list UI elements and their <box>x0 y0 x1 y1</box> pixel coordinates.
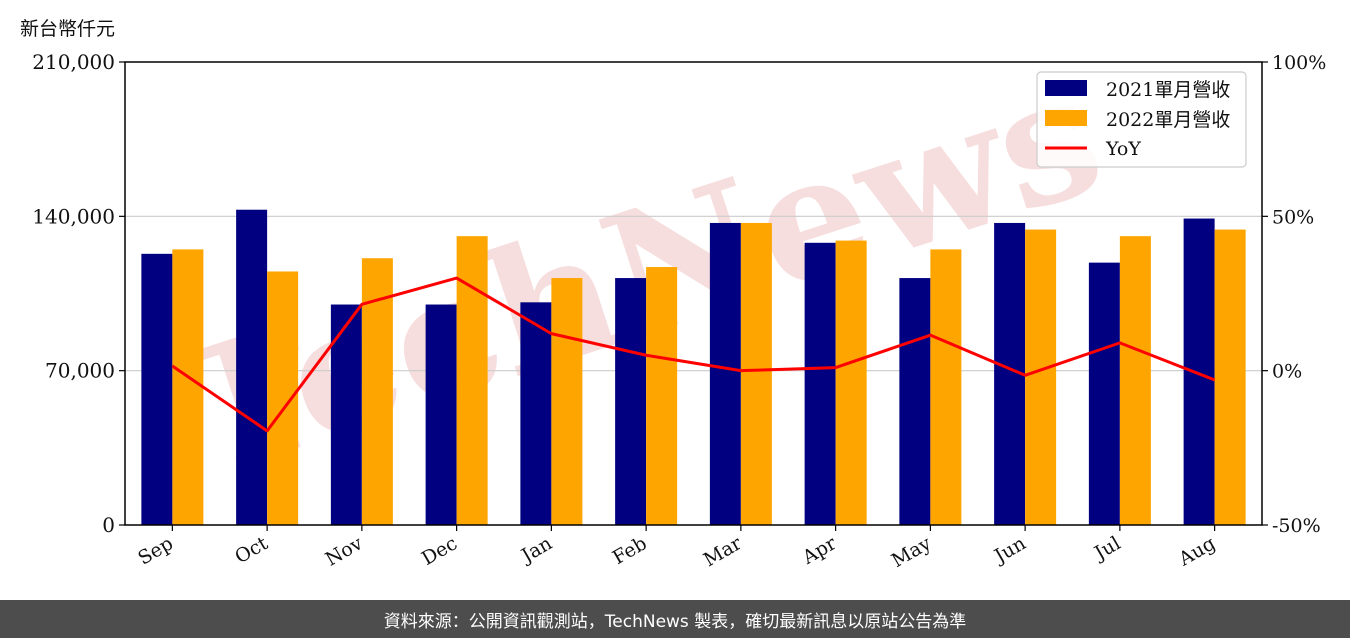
x-tick-label: Jan <box>516 532 556 568</box>
legend: 2021單月營收 2022單月營收 YoY <box>1036 71 1247 168</box>
x-tick-label: May <box>888 532 935 572</box>
y2-tick-label: 50% <box>1272 206 1314 228</box>
x-tick-label: Apr <box>798 532 841 569</box>
yoy-line-series <box>171 276 1216 433</box>
bar-2021-aug <box>1183 218 1215 526</box>
revenue-chart: TechNews 070,000140,000210,000-50%0%50%1… <box>32 32 1326 572</box>
legend-swatch-2021 <box>1045 80 1087 96</box>
x-tick-label: Dec <box>418 532 461 570</box>
bar-2022-aug <box>1214 229 1246 526</box>
bar-2022-jun <box>1025 229 1057 526</box>
bar-2021-sep <box>141 253 173 526</box>
bar-2022-may <box>930 249 962 525</box>
x-tick-label: Aug <box>1174 532 1219 571</box>
x-tick-label: Jun <box>989 532 1030 568</box>
y-tick-label: 210,000 <box>32 50 115 74</box>
legend-label-2022: 2022單月營收 <box>1106 109 1230 131</box>
y2-tick-label: 0% <box>1272 361 1302 383</box>
y2-tick-label: -50% <box>1272 515 1321 537</box>
x-tick-label: Oct <box>231 532 272 568</box>
bar-2022-jul <box>1119 236 1151 525</box>
bar-2022-oct <box>267 271 299 525</box>
x-tick-label: Feb <box>609 532 651 569</box>
bar-2021-oct <box>236 209 268 525</box>
x-tick-label: Sep <box>134 532 177 569</box>
bar-2021-jan <box>520 302 552 525</box>
y-tick-label: 140,000 <box>32 204 115 228</box>
bar-2021-jul <box>1088 262 1120 525</box>
legend-box <box>1036 71 1247 168</box>
bar-2021-mar <box>709 222 741 525</box>
bar-2022-mar <box>740 222 772 525</box>
legend-swatch-2022 <box>1045 110 1087 126</box>
bar-2022-dec <box>456 236 488 525</box>
grid-lines <box>125 215 1262 372</box>
bar-2022-feb <box>646 267 678 525</box>
legend-label-2021: 2021單月營收 <box>1106 79 1230 101</box>
bar-2021-may <box>899 278 931 525</box>
bar-2022-sep <box>172 249 204 525</box>
y-axis-unit-label: 新台幣仟元 <box>20 18 116 40</box>
source-footer: 資料來源：公開資訊觀測站，TechNews 製表，確切最新訊息以原站公告為準 <box>0 600 1350 638</box>
bar-2021-dec <box>425 304 457 525</box>
x-tick-label: Mar <box>700 532 746 571</box>
bar-2021-apr <box>804 242 836 526</box>
x-tick-label: Jul <box>1089 532 1124 565</box>
y-tick-label: 0 <box>102 513 115 537</box>
plot-frame <box>124 61 1263 526</box>
bar-2022-apr <box>835 240 867 526</box>
x-tick-label: Nov <box>322 532 367 571</box>
y2-tick-label: 100% <box>1272 52 1326 74</box>
bar-2021-feb <box>615 278 647 525</box>
legend-label-yoy: YoY <box>1105 138 1141 160</box>
bar-2022-jan <box>551 278 583 525</box>
y-tick-label: 70,000 <box>45 359 115 383</box>
bar-series <box>141 209 1246 526</box>
yoy-line <box>171 276 1216 433</box>
